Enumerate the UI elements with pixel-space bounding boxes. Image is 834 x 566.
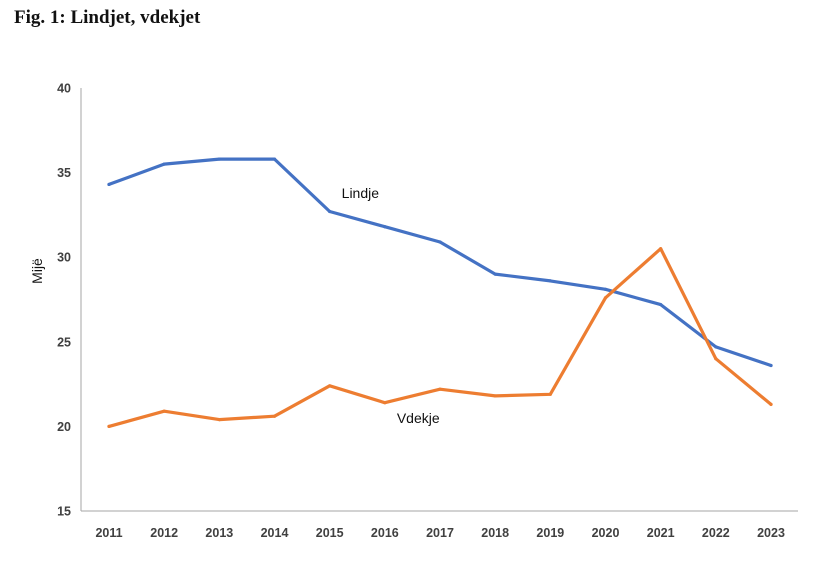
data-point-vdekje-2011 <box>107 424 111 428</box>
x-tick-label-2020: 2020 <box>592 526 620 540</box>
data-point-lindje-2016 <box>383 225 387 229</box>
data-point-lindje-2018 <box>493 272 497 276</box>
x-tick-label-2022: 2022 <box>702 526 730 540</box>
series-line-lindje <box>107 157 773 368</box>
data-point-lindje-2017 <box>438 240 442 244</box>
x-tick-label-2018: 2018 <box>481 526 509 540</box>
data-point-lindje-2011 <box>107 182 111 187</box>
x-tick-label-2016: 2016 <box>371 526 399 540</box>
x-tick-label-2012: 2012 <box>150 526 178 540</box>
data-point-lindje-2019 <box>548 279 552 283</box>
data-point-vdekje-2012 <box>162 409 166 413</box>
y-tick-label-20: 20 <box>57 420 71 434</box>
x-axis-ticks: 2011 2012 2013 2014 2015 2016 2017 2018 2019 2020… <box>95 526 785 540</box>
data-point-vdekje-2013 <box>217 418 221 422</box>
data-point-vdekje-2015 <box>328 384 332 388</box>
series-line-vdekje <box>107 247 773 428</box>
data-point-vdekje-2016 <box>383 401 387 405</box>
data-point-lindje-2020 <box>603 287 608 291</box>
data-point-vdekje-2014 <box>272 414 277 418</box>
x-tick-label-2015: 2015 <box>316 526 344 540</box>
data-point-vdekje-2022 <box>714 357 718 361</box>
data-point-vdekje-2017 <box>438 387 442 391</box>
series-label-lindje: Lindje <box>342 185 380 201</box>
x-tick-label-2019: 2019 <box>536 526 564 540</box>
series-group <box>107 157 773 428</box>
data-point-vdekje-2021 <box>659 247 663 251</box>
data-point-vdekje-2018 <box>493 394 497 398</box>
data-point-lindje-2015 <box>328 209 332 214</box>
y-axis-title: Mijë <box>29 258 45 284</box>
y-tick-label-35: 35 <box>57 166 71 180</box>
x-tick-label-2011: 2011 <box>95 526 122 540</box>
data-point-lindje-2023 <box>769 363 773 368</box>
data-point-lindje-2012 <box>162 162 166 166</box>
y-tick-label-15: 15 <box>57 505 71 519</box>
data-point-lindje-2021 <box>659 302 663 307</box>
y-tick-label-40: 40 <box>57 82 71 96</box>
data-point-vdekje-2020 <box>603 296 608 300</box>
figure-title: Fig. 1: Lindjet, vdekjet <box>14 7 201 28</box>
x-tick-label-2013: 2013 <box>205 526 233 540</box>
y-tick-label-25: 25 <box>57 335 71 349</box>
series-labels: Lindje Vdekje <box>342 185 440 426</box>
x-tick-label-2017: 2017 <box>426 526 454 540</box>
data-point-lindje-2022 <box>714 345 718 349</box>
data-point-lindje-2014 <box>272 157 277 161</box>
x-tick-label-2023: 2023 <box>757 526 785 540</box>
y-tick-label-30: 30 <box>57 251 71 265</box>
data-point-vdekje-2019 <box>548 392 552 396</box>
data-point-lindje-2013 <box>217 157 221 161</box>
x-tick-label-2014: 2014 <box>261 526 289 540</box>
series-label-vdekje: Vdekje <box>397 410 440 426</box>
x-tick-label-2021: 2021 <box>647 526 675 540</box>
y-axis-ticks: 15 20 25 30 35 40 <box>57 82 71 519</box>
data-point-vdekje-2023 <box>769 402 773 407</box>
